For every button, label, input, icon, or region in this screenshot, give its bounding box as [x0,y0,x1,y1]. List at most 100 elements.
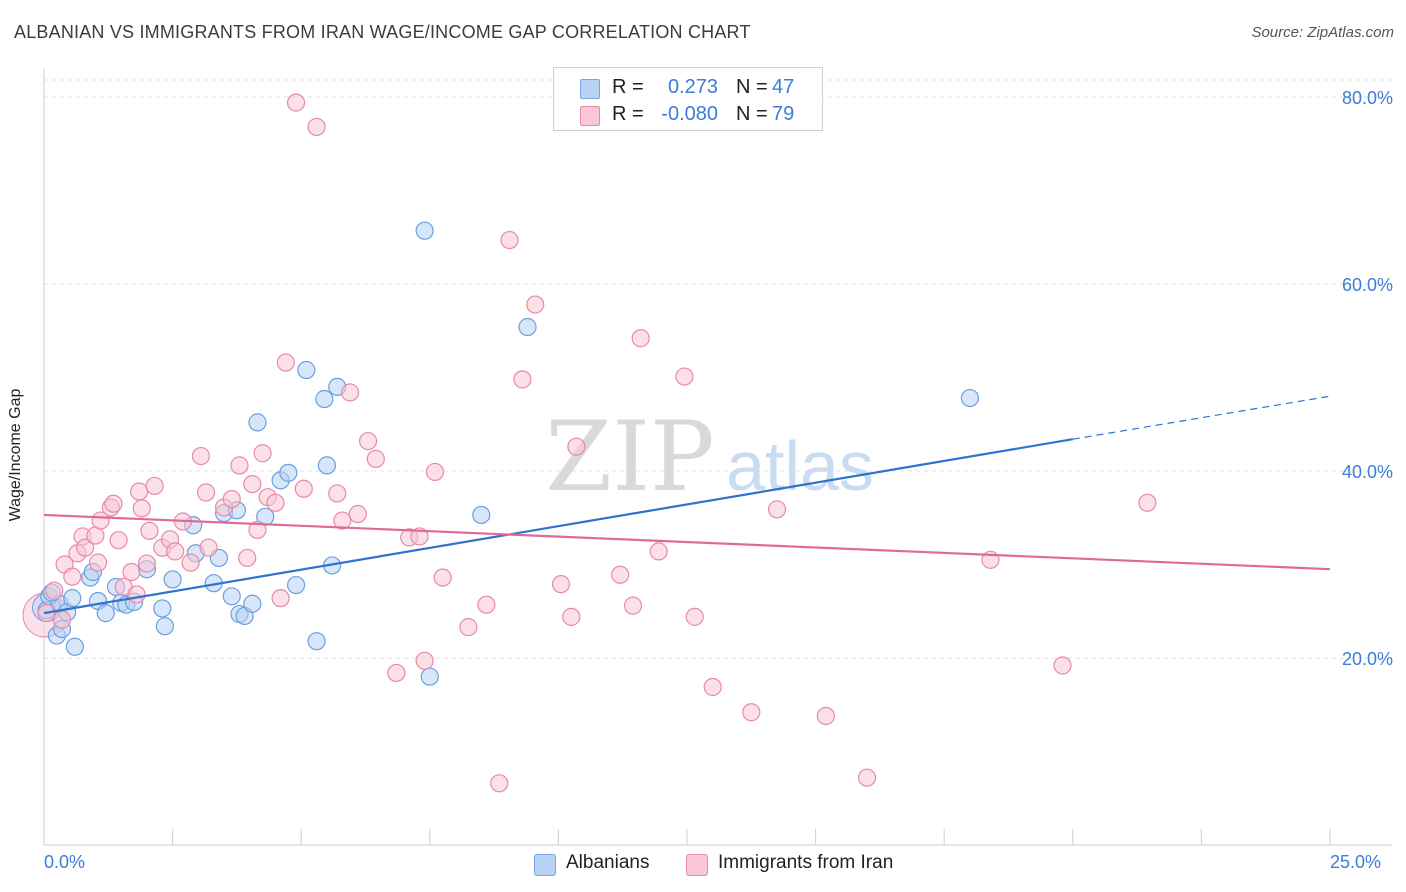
data-point-iran [742,703,761,722]
y-tick-label: 80.0% [1342,88,1393,108]
data-point-iran [286,93,306,112]
data-point-iran [52,610,72,629]
data-point-iran [122,562,141,582]
data-point-albanians [415,221,434,240]
stats-legend: R = 0.273 N = 47 R = -0.080 N = 79 [553,67,823,131]
data-point-albanians [960,388,980,408]
bottom-legend-swatch-iran [686,854,708,876]
legend-r-value: -0.080 [661,103,718,125]
y-tick-label: 40.0% [1342,462,1393,482]
y-tick-label: 20.0% [1342,649,1393,669]
data-point-iran [767,500,787,519]
data-point-iran [1138,493,1157,512]
data-point-iran [199,538,218,557]
data-point-albanians [279,463,298,482]
data-point-iran [109,531,128,550]
data-point-iran [45,581,64,600]
data-point-iran [477,595,496,614]
data-point-albanians [297,360,316,380]
data-point-iran [181,553,200,572]
data-point-albanians [315,389,334,409]
legend-n-label: N = [736,103,768,125]
data-point-iran [191,446,210,466]
data-point-albanians [65,637,84,656]
data-point-albanians [243,594,262,613]
axes [43,68,1392,846]
data-point-albanians [472,505,491,525]
x-tick-min: 0.0% [44,852,86,872]
data-point-iran [348,504,367,524]
data-point-iran [567,437,586,456]
data-point-iran [513,370,532,389]
data-point-albanians [420,667,439,686]
data-point-iran [816,706,835,726]
legend-row-iran: R = -0.080 N = 79 [554,103,822,129]
chart-title: ALBANIAN VS IMMIGRANTS FROM IRAN WAGE/IN… [14,22,751,42]
data-point-iran [266,493,285,512]
data-point-iran [1053,656,1072,675]
trend-line-albanians-extension [1072,395,1331,440]
data-point-iran [222,489,241,509]
data-point-iran [425,462,445,482]
data-point-albanians [518,317,537,337]
data-point-iran [230,456,249,475]
legend-r-label: R = [612,76,644,98]
data-point-iran [366,449,385,468]
data-point-iran [328,484,347,503]
source-label: Source: ZipAtlas.com [1251,24,1394,41]
data-point-iran [675,367,694,386]
data-point-albanians [248,413,267,432]
trend-line-albanians [43,438,1073,615]
data-point-iran [340,383,360,402]
data-point-albanians [153,599,172,618]
bottom-legend-label: Albanians [566,852,650,873]
data-point-iran [253,444,272,463]
data-point-albanians [155,617,174,636]
grid-lines [44,79,1392,659]
watermark-zip: ZIP [545,401,714,513]
data-point-iran [196,483,216,502]
data-point-iran [857,768,877,787]
data-point-iran [490,774,509,793]
data-point-iran [130,482,149,501]
watermark-atlas: atlas [726,427,874,505]
data-point-iran [459,618,478,637]
data-point-albanians [307,632,326,651]
data-point-iran [333,511,352,530]
legend-r-value: 0.273 [667,76,718,98]
data-point-albanians [317,456,337,475]
trend-lines [43,395,1331,615]
data-point-iran [88,553,108,572]
data-point-iran [132,499,151,518]
data-point-albanians [222,587,241,606]
data-point-iran [140,521,159,540]
legend-n-value: 79 [772,103,795,125]
data-point-iran [551,575,571,594]
data-point-iran [410,527,429,546]
bottom-legend-label: Immigrants from Iran [718,852,894,873]
data-point-iran [631,329,650,348]
data-point-iran [415,651,434,670]
legend-row-albanians: R = 0.273 N = 47 [554,76,822,102]
data-point-iran [500,230,519,250]
bottom-legend-swatch-albanians [534,854,556,876]
legend-n-label: N = [736,76,768,98]
data-point-iran [703,677,722,697]
legend-swatch-albanians [580,79,600,99]
data-point-iran [611,565,630,584]
data-point-iran [63,567,82,586]
x-tick-max: 25.0% [1330,852,1382,872]
data-point-iran [526,295,545,314]
data-point-iran [433,568,452,587]
data-point-iran [623,596,643,615]
data-point-iran [104,494,123,513]
data-point-albanians [63,589,82,608]
data-point-iran [76,538,95,557]
legend-n-value: 47 [772,76,795,98]
trend-line-iran [43,513,1331,571]
data-point-iran [685,607,704,626]
data-point-iran [294,479,313,498]
data-point-iran [137,554,156,573]
data-point-albanians [163,570,182,589]
